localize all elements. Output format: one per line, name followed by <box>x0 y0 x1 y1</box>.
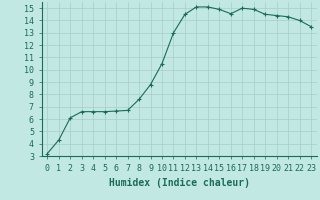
X-axis label: Humidex (Indice chaleur): Humidex (Indice chaleur) <box>109 178 250 188</box>
